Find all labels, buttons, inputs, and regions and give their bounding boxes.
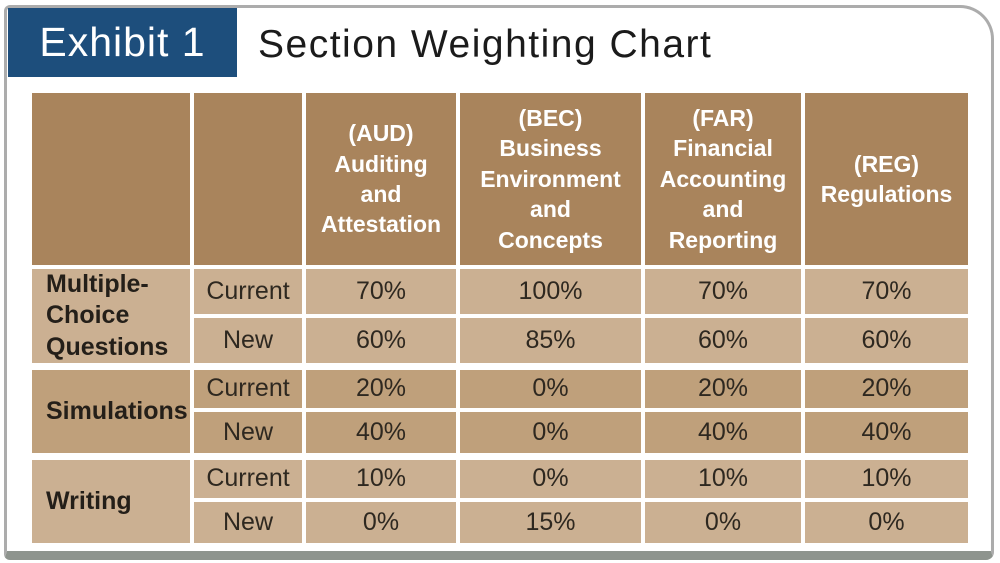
value-cell-writing-current-aud: 10% — [306, 456, 456, 498]
value-cell-writing-new-aud: 0% — [306, 501, 456, 543]
value-cell-sim-current-aud: 20% — [306, 366, 456, 408]
table-row: New 60% 85% 60% 60% — [32, 317, 968, 363]
value-cell-mcq-new-aud: 60% — [306, 317, 456, 363]
value-cell-mcq-current-reg: 70% — [805, 269, 968, 314]
version-cell: Current — [194, 269, 302, 314]
column-header-bec: (BEC) Business Environment and Concepts — [460, 93, 641, 265]
version-cell: New — [194, 317, 302, 363]
value-cell-sim-current-far: 20% — [645, 366, 801, 408]
value-cell-sim-new-reg: 40% — [805, 411, 968, 453]
value-cell-writing-current-reg: 10% — [805, 456, 968, 498]
exhibit-label: Exhibit 1 — [39, 19, 206, 65]
value-cell-sim-new-bec: 0% — [460, 411, 641, 453]
section-weighting-table: (AUD) Auditing and Attestation (BEC) Bus… — [28, 89, 972, 547]
value-cell-sim-current-reg: 20% — [805, 366, 968, 408]
table-row: Multiple- Choice Questions Current 70% 1… — [32, 269, 968, 363]
table-header-row: (AUD) Auditing and Attestation (BEC) Bus… — [32, 93, 968, 265]
page-title: Section Weighting Chart — [258, 23, 713, 66]
row-group-label-simulations: Simulations — [32, 366, 190, 453]
version-cell: Current — [194, 366, 302, 408]
value-cell-mcq-new-reg: 60% — [805, 317, 968, 363]
value-cell-mcq-current-aud: 70% — [306, 269, 456, 314]
value-cell-mcq-current-bec: 100% — [460, 269, 641, 314]
table-row: Writing Current 10% 0% 10% 10% — [32, 456, 968, 543]
version-cell: New — [194, 411, 302, 453]
row-group-label-multiple-choice: Multiple- Choice Questions — [32, 269, 190, 363]
table-row: New 40% 0% 40% 40% — [32, 411, 968, 453]
value-cell-sim-current-bec: 0% — [460, 366, 641, 408]
table-row: New 0% 15% 0% 0% — [32, 501, 968, 543]
value-cell-writing-new-reg: 0% — [805, 501, 968, 543]
value-cell-mcq-new-bec: 85% — [460, 317, 641, 363]
version-cell: New — [194, 501, 302, 543]
value-cell-mcq-new-far: 60% — [645, 317, 801, 363]
exhibit-label-box: Exhibit 1 — [8, 8, 237, 77]
value-cell-writing-current-far: 10% — [645, 456, 801, 498]
value-cell-sim-new-aud: 40% — [306, 411, 456, 453]
row-group-label-writing: Writing — [32, 456, 190, 543]
value-cell-sim-new-far: 40% — [645, 411, 801, 453]
value-cell-writing-new-bec: 15% — [460, 501, 641, 543]
column-header-far: (FAR) Financial Accounting and Reporting — [645, 93, 801, 265]
value-cell-mcq-current-far: 70% — [645, 269, 801, 314]
table-row: Simulations Current 20% 0% 20% 20% — [32, 366, 968, 453]
value-cell-writing-current-bec: 0% — [460, 456, 641, 498]
header-empty-section-cell — [32, 93, 190, 265]
column-header-aud: (AUD) Auditing and Attestation — [306, 93, 456, 265]
column-header-reg: (REG) Regulations — [805, 93, 968, 265]
value-cell-writing-new-far: 0% — [645, 501, 801, 543]
version-cell: Current — [194, 456, 302, 498]
header-empty-version-cell — [194, 93, 302, 265]
